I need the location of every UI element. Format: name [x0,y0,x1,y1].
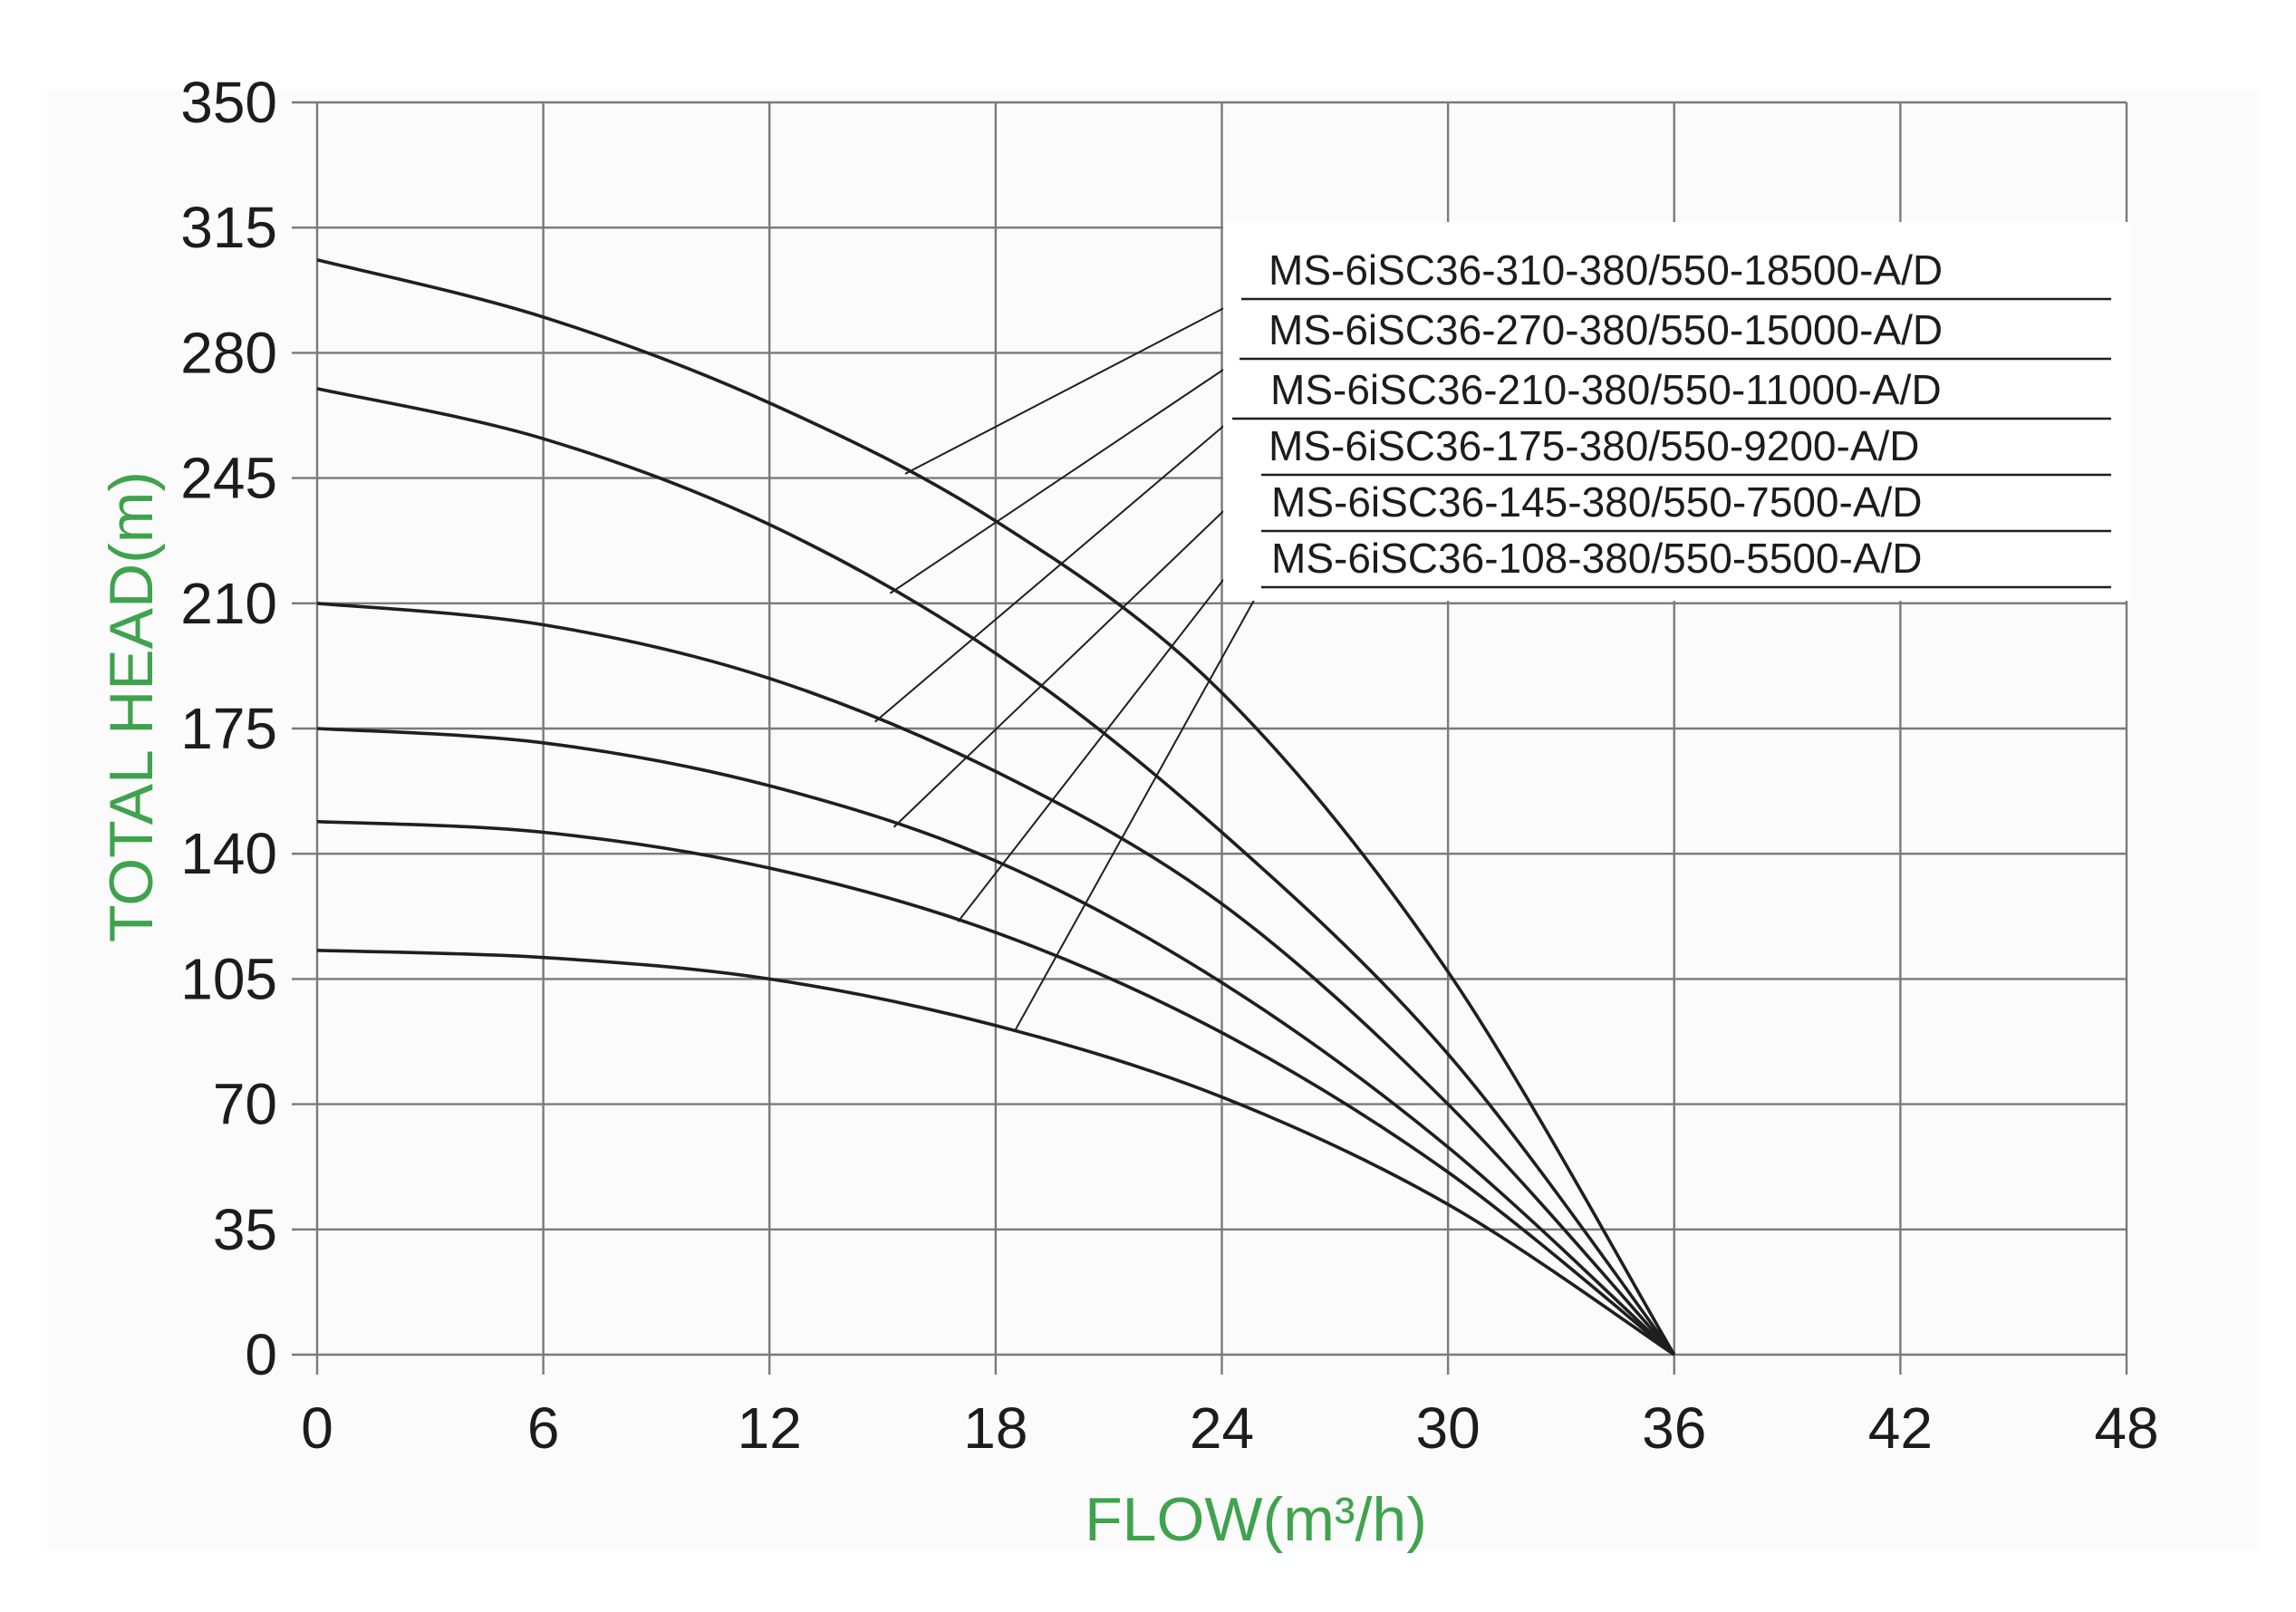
y-tick-label: 280 [180,320,277,385]
x-tick-label: 24 [1190,1395,1254,1461]
x-tick-label: 18 [963,1395,1027,1461]
y-tick-label: 350 [180,70,277,135]
leader-line [892,474,1262,828]
y-tick-label: 105 [180,946,277,1011]
series-curve [316,387,1676,1356]
legend-leaders [874,298,1262,1032]
curves [316,257,1676,1356]
series-curve [316,602,1676,1356]
series-label: MS-6iSC36-270-380/550-15000-A/D [1269,306,1943,353]
y-tick-label: 210 [180,571,277,636]
series-label: MS-6iSC36-145-380/550-7500-A/D [1271,478,1923,526]
x-tick-label: 42 [1868,1395,1933,1461]
series-curve [316,257,1676,1356]
y-tick-label: 245 [180,446,277,511]
legend: MS-6iSC36-310-380/550-18500-A/D MS-6iSC36… [1223,222,2129,601]
x-tick-label: 6 [527,1395,560,1461]
series-label: MS-6iSC36-108-380/550-5500-A/D [1271,535,1923,582]
leader-line [874,418,1233,723]
leader-line [957,530,1262,922]
series-label: MS-6iSC36-210-380/550-11000-A/D [1270,366,1942,413]
tick-labels: 0 6 12 18 24 30 36 42 48 0 35 70 105 140 175 210 245 280 3… [180,70,2158,1461]
x-tick-label: 36 [1642,1395,1706,1461]
x-tick-label: 30 [1416,1395,1481,1461]
y-tick-label: 35 [213,1197,277,1262]
series-curve [316,949,1675,1356]
x-tick-label: 48 [2094,1395,2158,1461]
y-tick-label: 70 [213,1072,277,1137]
leader-line [904,298,1242,475]
x-axis-title: FLOW(m³/h) [1085,1485,1427,1554]
y-tick-label: 315 [180,195,277,260]
leader-line [1013,586,1262,1032]
y-tick-label: 175 [180,696,277,761]
series-curve [316,727,1675,1356]
x-tick-label: 0 [301,1395,333,1461]
series-curve [316,819,1675,1356]
y-axis-title: TOTAL HEAD(m) [97,471,166,942]
x-tick-label: 12 [738,1395,802,1461]
leader-line [889,358,1240,594]
series-label: MS-6iSC36-175-380/550-9200-A/D [1269,422,1920,469]
y-tick-label: 140 [180,821,277,886]
y-tick-label: 0 [245,1322,277,1387]
legend-background [1223,222,2129,601]
series-label: MS-6iSC36-310-380/550-18500-A/D [1269,246,1943,294]
